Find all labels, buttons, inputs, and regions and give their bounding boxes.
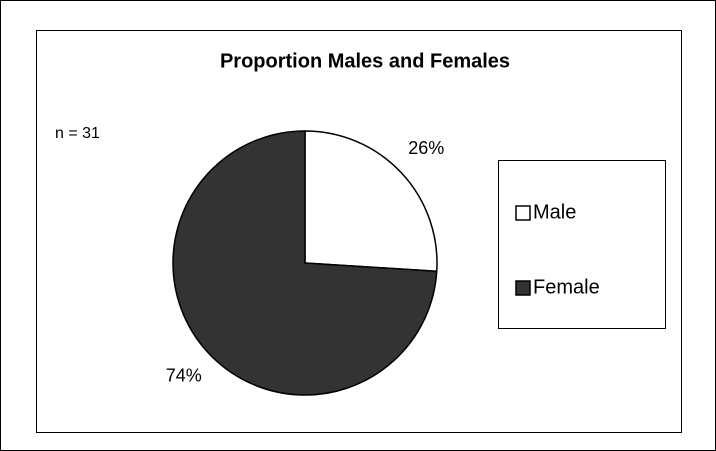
pie: 26% 74% xyxy=(166,130,444,396)
legend-swatch xyxy=(515,205,531,221)
legend-label: Female xyxy=(533,276,600,298)
pie-slice xyxy=(172,130,438,396)
legend-box xyxy=(498,160,666,329)
data-label: 26% xyxy=(408,138,444,158)
data-label: 74% xyxy=(166,366,202,386)
pie-slice xyxy=(304,130,438,273)
legend: Male Female xyxy=(498,160,666,329)
legend-label: Male xyxy=(533,201,576,223)
legend-swatch xyxy=(515,280,531,296)
annotation: n = 31 xyxy=(55,125,100,142)
chart-title: Proportion Males and Females xyxy=(220,50,510,72)
